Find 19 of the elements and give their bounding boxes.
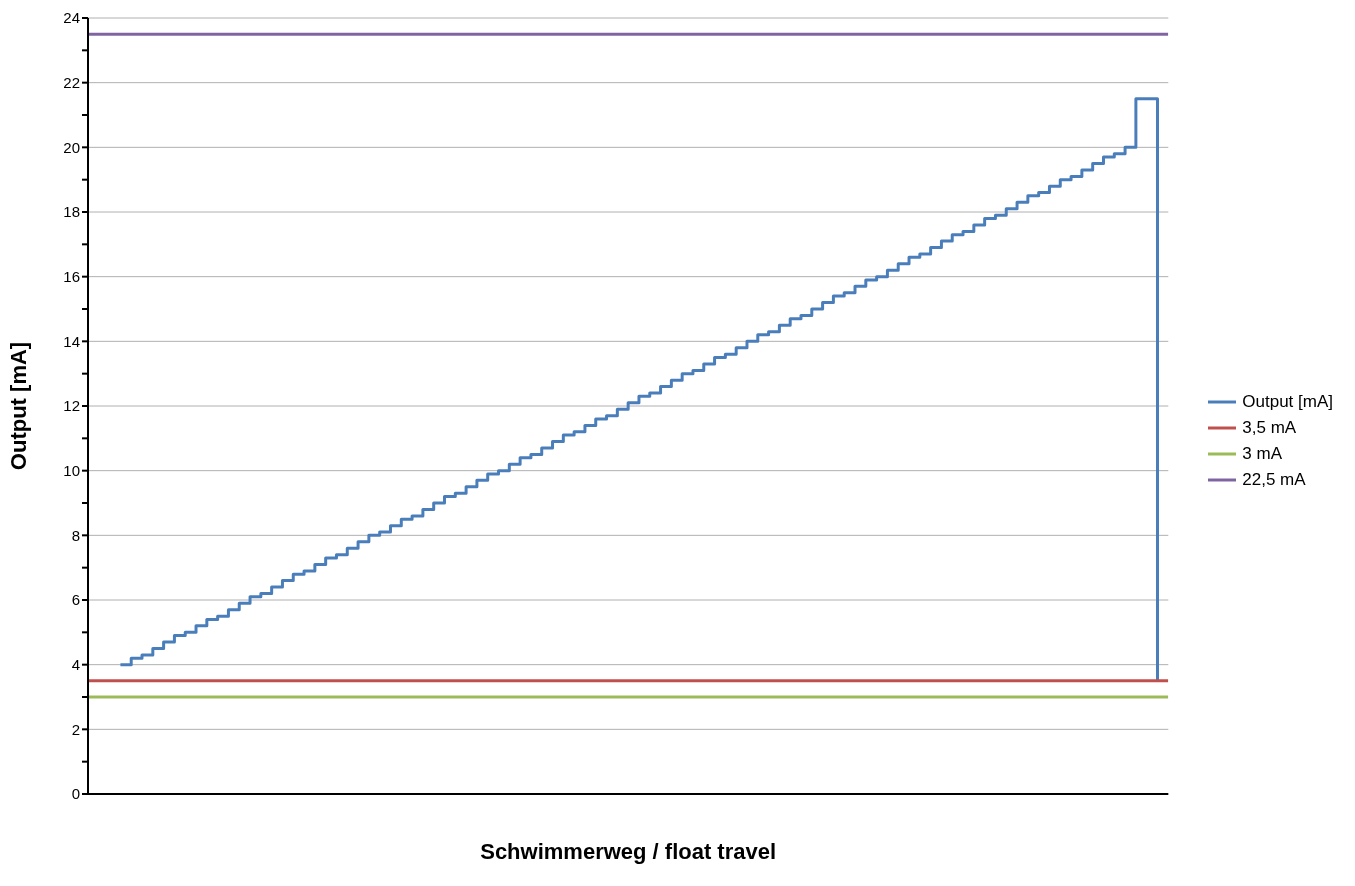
y-tick-label: 20 — [63, 138, 80, 156]
y-tick-label: 22 — [63, 73, 80, 91]
y-tick-label: 0 — [71, 785, 80, 803]
y-tick-label: 16 — [63, 267, 80, 285]
legend-label: 3 mA — [1242, 444, 1282, 464]
legend-label: Output [mA] — [1242, 392, 1333, 412]
y-tick-label: 8 — [71, 526, 80, 544]
y-tick-label: 10 — [63, 461, 80, 479]
y-tick-label: 14 — [63, 332, 80, 350]
y-tick-label: 6 — [71, 591, 80, 609]
y-tick-label: 18 — [63, 203, 80, 221]
x-axis-title: Schwimmerweg / float travel — [480, 839, 777, 864]
legend-label: 3,5 mA — [1242, 418, 1297, 438]
y-tick-label: 12 — [63, 397, 80, 415]
y-axis-title: Output [mA] — [5, 341, 31, 471]
legend-label: 22,5 mA — [1242, 470, 1306, 490]
y-tick-label: 4 — [71, 655, 80, 673]
y-tick-label: 24 — [63, 9, 80, 27]
y-tick-label: 2 — [71, 720, 80, 738]
